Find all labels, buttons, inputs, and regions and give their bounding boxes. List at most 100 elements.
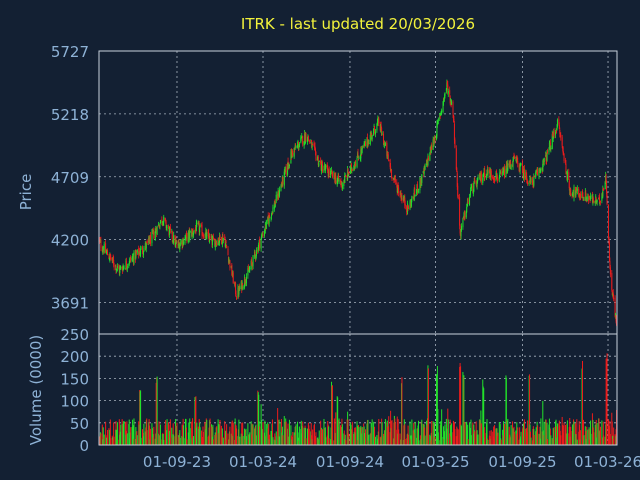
volume-bar xyxy=(179,430,181,445)
candle-body xyxy=(264,230,266,232)
volume-bar xyxy=(227,433,229,445)
volume-bar xyxy=(609,434,611,445)
candle-body xyxy=(247,268,249,276)
candle-body xyxy=(278,194,280,197)
candle-body xyxy=(238,286,240,295)
volume-bar xyxy=(124,421,126,445)
candle-body xyxy=(102,249,104,251)
candle-body xyxy=(109,253,111,258)
candle-body xyxy=(311,144,313,147)
volume-bar xyxy=(341,424,343,445)
candle-body xyxy=(558,119,560,124)
volume-bar xyxy=(484,427,486,445)
volume-bar xyxy=(427,368,429,445)
candle-body xyxy=(573,186,575,198)
volume-bar xyxy=(579,424,581,445)
candle-body xyxy=(158,227,160,229)
volume-bar xyxy=(173,434,175,445)
candle-body xyxy=(128,264,130,266)
volume-bar xyxy=(494,425,496,445)
volume-tick-label: 50 xyxy=(70,415,89,433)
candle-body xyxy=(171,231,173,240)
candle-body xyxy=(376,123,378,131)
candle-body xyxy=(140,248,142,255)
volume-bar xyxy=(355,427,357,445)
candle-body xyxy=(214,240,216,248)
volume-bar xyxy=(287,423,289,445)
volume-axis-label: Volume (0000) xyxy=(27,335,45,445)
candle-body xyxy=(250,261,252,270)
volume-bar xyxy=(374,436,376,445)
candle-body xyxy=(225,241,227,244)
candle-body xyxy=(536,172,538,174)
candle-body xyxy=(105,243,107,253)
candle-body xyxy=(318,162,320,167)
candle-body xyxy=(268,215,270,224)
candle-body xyxy=(528,182,530,185)
candle-body xyxy=(227,248,229,256)
candle-body xyxy=(125,261,127,267)
candle-body xyxy=(388,159,390,161)
candle-body xyxy=(477,176,479,179)
candle-body xyxy=(176,242,178,244)
candle-body xyxy=(466,203,468,206)
x-tick-label: 01-03-24 xyxy=(229,453,297,471)
volume-bar xyxy=(409,421,411,445)
candle-body xyxy=(469,194,471,197)
x-tick-label: 01-09-24 xyxy=(316,453,384,471)
candle-body xyxy=(499,172,501,177)
candle-body xyxy=(611,272,613,290)
candle-body xyxy=(126,265,128,269)
volume-bar xyxy=(498,422,500,445)
volume-bar xyxy=(539,426,541,445)
candle-body xyxy=(310,142,312,144)
candle-body xyxy=(521,162,523,171)
volume-bar xyxy=(593,432,595,445)
candle-body xyxy=(452,114,454,119)
volume-bar xyxy=(300,420,302,445)
volume-bar xyxy=(193,436,195,445)
candle-body xyxy=(555,132,557,135)
candle-body xyxy=(331,171,333,178)
volume-panel-frame xyxy=(98,333,618,446)
candle-body xyxy=(462,216,464,218)
candle-body xyxy=(417,184,419,193)
volume-bar xyxy=(320,420,322,445)
candle-body xyxy=(189,231,191,239)
candle-body xyxy=(192,231,194,235)
candle-body xyxy=(457,185,459,197)
candle-body xyxy=(113,259,115,266)
candle-body xyxy=(358,158,360,160)
candle-body xyxy=(440,113,442,116)
candle-body xyxy=(492,176,494,179)
candle-body xyxy=(259,239,261,248)
volume-bar xyxy=(344,434,346,445)
candle-body xyxy=(228,256,229,263)
candle-body xyxy=(552,132,554,138)
volume-bar xyxy=(596,422,598,445)
volume-bar xyxy=(497,432,499,445)
candle-body xyxy=(504,167,506,178)
volume-bar xyxy=(378,418,380,445)
volume-bar xyxy=(401,377,403,445)
volume-bar xyxy=(133,418,135,445)
volume-bar xyxy=(348,433,350,445)
candle-body xyxy=(590,196,592,200)
candle-body xyxy=(307,135,309,140)
candle-body xyxy=(394,178,396,182)
candle-body xyxy=(172,240,174,242)
candle-body xyxy=(183,242,185,245)
candle-body xyxy=(516,159,518,163)
candle-body xyxy=(585,198,587,200)
candle-body xyxy=(275,202,277,204)
candle-body xyxy=(182,238,184,246)
candle-body xyxy=(494,179,496,181)
candle-body xyxy=(510,165,512,170)
volume-bar xyxy=(236,428,238,445)
volume-bar xyxy=(305,427,307,445)
volume-bar xyxy=(470,419,472,445)
candle-body xyxy=(441,110,443,112)
volume-bar xyxy=(586,429,588,445)
candle-body xyxy=(449,90,451,95)
candle-body xyxy=(175,239,177,242)
